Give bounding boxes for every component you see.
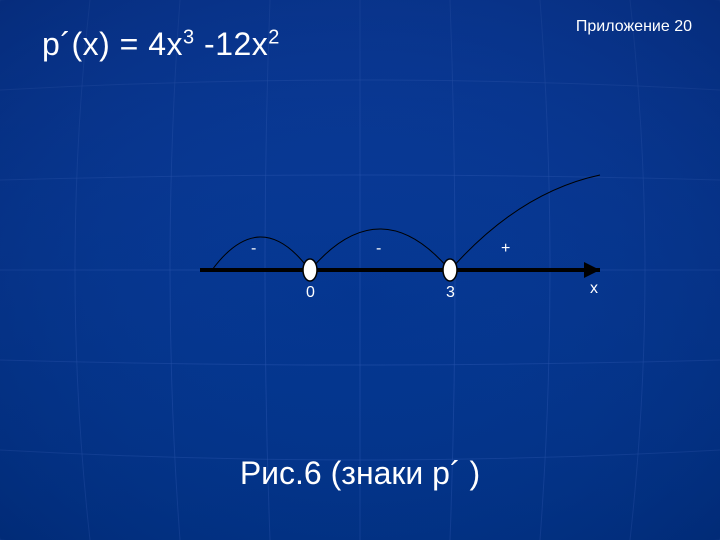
annex-label: Приложение 20 xyxy=(576,18,692,36)
sign-label: + xyxy=(501,240,510,258)
critical-point xyxy=(303,259,317,281)
critical-point xyxy=(443,259,457,281)
point-label: 0 xyxy=(306,284,315,302)
point-label: 3 xyxy=(446,284,455,302)
sign-curve xyxy=(452,175,600,268)
formula-part-0: p´(x) = 4x xyxy=(42,26,183,62)
formula-sup-1: 2 xyxy=(268,26,280,48)
sign-curve xyxy=(212,237,308,270)
figure-caption: Рис.6 (знаки p´ ) xyxy=(0,455,720,492)
formula-sup-0: 3 xyxy=(183,26,195,48)
axis-label-x: x xyxy=(590,280,598,298)
sign-label: - xyxy=(376,240,381,258)
sign-diagram: 0 3 - - + x xyxy=(200,180,620,320)
axis-arrowhead xyxy=(584,262,600,278)
sign-label: - xyxy=(251,240,256,258)
formula-part-1: -12x xyxy=(195,26,269,62)
formula: p´(x) = 4x3 -12x2 xyxy=(42,26,280,63)
